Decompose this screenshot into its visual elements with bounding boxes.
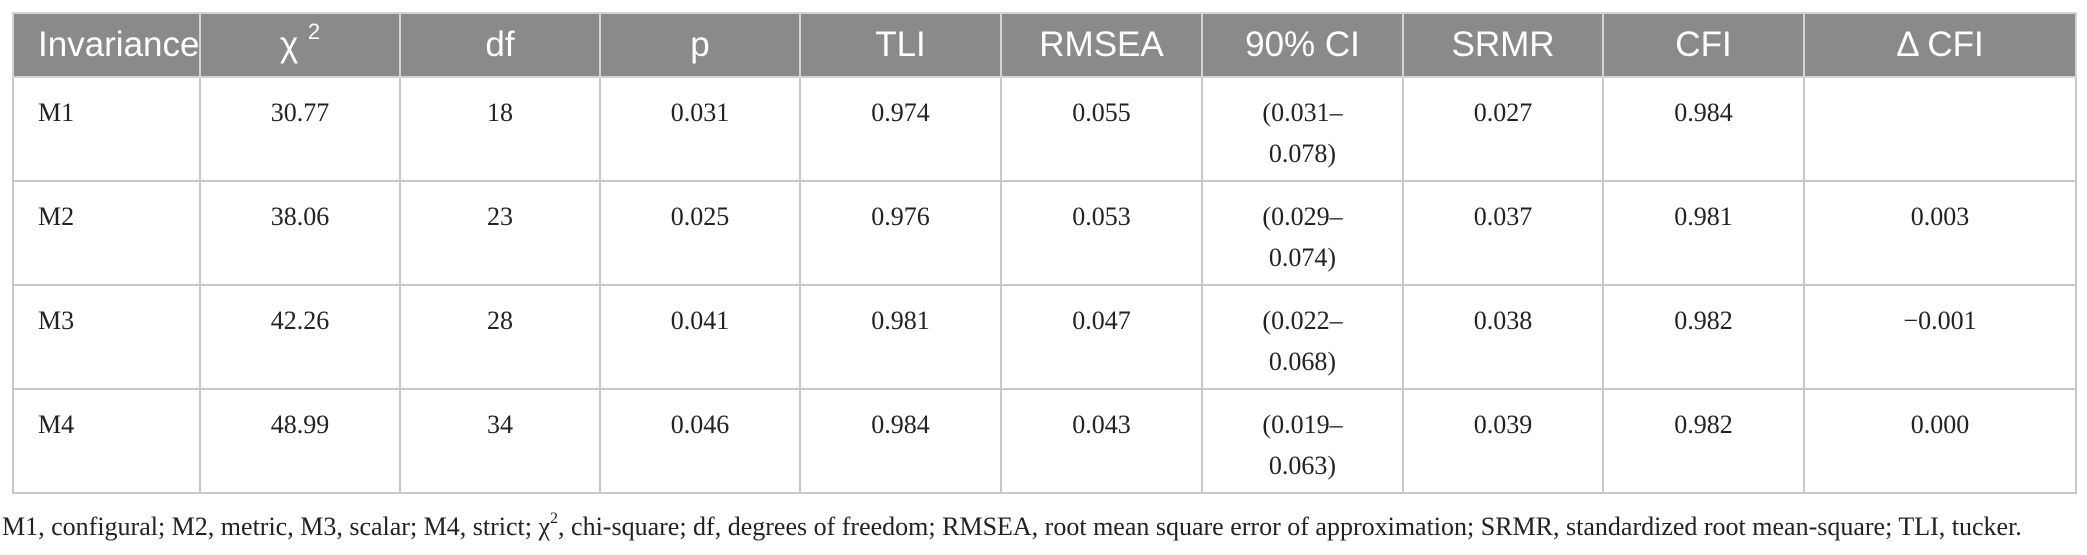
- cell-delta-cfi: −0.001: [1803, 284, 2077, 390]
- ci-upper: 0.063): [1268, 451, 1337, 480]
- header-chi-square: χ 2: [199, 12, 401, 78]
- header-ci: 90% CI: [1201, 12, 1404, 78]
- cell-delta-cfi: 0.003: [1803, 180, 2077, 286]
- cell-p: 0.025: [599, 180, 801, 286]
- header-chi-square-superscript: 2: [307, 19, 321, 45]
- cell-df: 18: [399, 76, 601, 182]
- header-invariance: Invariance: [12, 12, 201, 78]
- cell-model: M1: [12, 76, 201, 182]
- table-row: M1 30.77 18 0.031 0.974 0.055 (0.031– 0.…: [12, 76, 2077, 182]
- footnote-superscript: 2: [550, 510, 559, 528]
- cell-ci: (0.031– 0.078): [1201, 76, 1404, 182]
- cell-tli: 0.976: [799, 180, 1002, 286]
- table-row: M4 48.99 34 0.046 0.984 0.043 (0.019– 0.…: [12, 388, 2077, 494]
- cell-model: M2: [12, 180, 201, 286]
- cell-srmr: 0.038: [1402, 284, 1604, 390]
- cell-rmsea: 0.047: [1000, 284, 1203, 390]
- cell-chi-square: 42.26: [199, 284, 401, 390]
- cell-model: M4: [12, 388, 201, 494]
- cell-df: 28: [399, 284, 601, 390]
- cell-srmr: 0.037: [1402, 180, 1604, 286]
- header-p: p: [599, 12, 801, 78]
- cell-p: 0.041: [599, 284, 801, 390]
- table-row: M3 42.26 28 0.041 0.981 0.047 (0.022– 0.…: [12, 284, 2077, 390]
- cell-df: 23: [399, 180, 601, 286]
- cell-ci: (0.019– 0.063): [1201, 388, 1404, 494]
- cell-rmsea: 0.053: [1000, 180, 1203, 286]
- ci-upper: 0.078): [1268, 139, 1337, 168]
- cell-delta-cfi: [1803, 76, 2077, 182]
- footnote-text-start: M1, configural; M2, metric, M3, scalar; …: [2, 512, 551, 541]
- ci-lower: (0.022–: [1262, 306, 1343, 335]
- header-cfi: CFI: [1602, 12, 1805, 78]
- ci-upper: 0.068): [1268, 347, 1337, 376]
- cell-ci: (0.022– 0.068): [1201, 284, 1404, 390]
- cell-tli: 0.984: [799, 388, 1002, 494]
- table-row: M2 38.06 23 0.025 0.976 0.053 (0.029– 0.…: [12, 180, 2077, 286]
- cell-chi-square: 48.99: [199, 388, 401, 494]
- ci-upper: 0.074): [1268, 243, 1337, 272]
- header-tli: TLI: [799, 12, 1002, 78]
- cell-ci: (0.029– 0.074): [1201, 180, 1404, 286]
- cell-p: 0.031: [599, 76, 801, 182]
- cell-cfi: 0.981: [1602, 180, 1805, 286]
- table-container: Invariance χ 2 df p TLI RMSEA 90% CI SRM…: [2, 12, 2077, 542]
- cell-df: 34: [399, 388, 601, 494]
- cell-model: M3: [12, 284, 201, 390]
- cell-cfi: 0.984: [1602, 76, 1805, 182]
- cell-chi-square: 38.06: [199, 180, 401, 286]
- cell-cfi: 0.982: [1602, 388, 1805, 494]
- model-fit-table: Invariance χ 2 df p TLI RMSEA 90% CI SRM…: [12, 12, 2077, 494]
- header-row: Invariance χ 2 df p TLI RMSEA 90% CI SRM…: [12, 12, 2077, 78]
- cell-cfi: 0.982: [1602, 284, 1805, 390]
- cell-rmsea: 0.043: [1000, 388, 1203, 494]
- footnote-text-end: , chi-square; df, degrees of freedom; RM…: [558, 512, 2022, 541]
- cell-rmsea: 0.055: [1000, 76, 1203, 182]
- header-rmsea: RMSEA: [1000, 12, 1203, 78]
- cell-delta-cfi: 0.000: [1803, 388, 2077, 494]
- ci-lower: (0.019–: [1262, 410, 1343, 439]
- cell-p: 0.046: [599, 388, 801, 494]
- cell-srmr: 0.027: [1402, 76, 1604, 182]
- ci-lower: (0.029–: [1262, 202, 1343, 231]
- cell-srmr: 0.039: [1402, 388, 1604, 494]
- cell-tli: 0.981: [799, 284, 1002, 390]
- header-delta-cfi: Δ CFI: [1803, 12, 2077, 78]
- header-df: df: [399, 12, 601, 78]
- table-footnote: M1, configural; M2, metric, M3, scalar; …: [2, 510, 2075, 542]
- ci-lower: (0.031–: [1262, 98, 1343, 127]
- cell-chi-square: 30.77: [199, 76, 401, 182]
- header-srmr: SRMR: [1402, 12, 1604, 78]
- cell-tli: 0.974: [799, 76, 1002, 182]
